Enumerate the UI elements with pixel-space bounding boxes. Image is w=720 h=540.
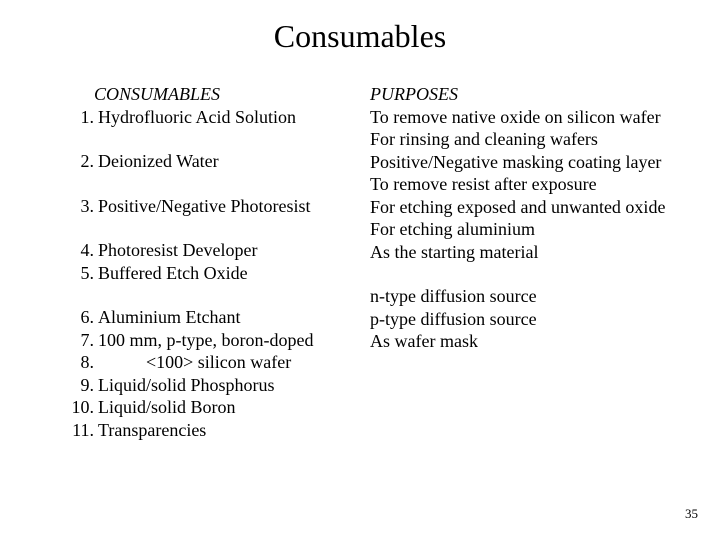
consumable-name: Transparencies — [98, 419, 370, 442]
purpose-text: To remove resist after exposure — [370, 173, 690, 196]
list-item: 7. 100 mm, p-type, boron-doped — [70, 329, 370, 352]
purpose-text — [370, 263, 690, 285]
consumable-name: Liquid/solid Phosphorus — [98, 374, 370, 397]
item-number: 6. — [70, 306, 98, 329]
item-number: 2. — [70, 150, 98, 173]
purpose-text: To remove native oxide on silicon wafer — [370, 106, 690, 129]
consumable-name: Buffered Etch Oxide — [98, 262, 370, 285]
item-number: 10. — [70, 396, 98, 419]
purpose-text: As wafer mask — [370, 330, 690, 353]
item-number: 8. — [70, 351, 98, 374]
list-item: 8. <100> silicon wafer — [70, 351, 370, 374]
consumable-name: Photoresist Developer — [98, 239, 370, 262]
purpose-text: Positive/Negative masking coating layer — [370, 151, 690, 174]
list-item: 9. Liquid/solid Phosphorus — [70, 374, 370, 397]
item-number: 5. — [70, 262, 98, 285]
item-number: 11. — [70, 419, 98, 442]
consumables-header: CONSUMABLES — [70, 83, 370, 106]
list-item: 4. Photoresist Developer — [70, 239, 370, 262]
purposes-column: PURPOSES To remove native oxide on silic… — [370, 83, 690, 441]
consumable-name: Hydrofluoric Acid Solution — [98, 106, 370, 129]
slide-title: Consumables — [0, 0, 720, 83]
consumable-name: 100 mm, p-type, boron-doped — [98, 329, 370, 352]
page-number: 35 — [685, 506, 698, 522]
list-item: 6. Aluminium Etchant — [70, 306, 370, 329]
list-item: 1. Hydrofluoric Acid Solution — [70, 106, 370, 129]
purpose-text: As the starting material — [370, 241, 690, 264]
purpose-text: For etching aluminium — [370, 218, 690, 241]
content-area: CONSUMABLES 1. Hydrofluoric Acid Solutio… — [0, 83, 720, 441]
item-number: 9. — [70, 374, 98, 397]
consumable-name: Positive/Negative Photoresist — [98, 195, 370, 218]
item-number: 4. — [70, 239, 98, 262]
consumable-name: <100> silicon wafer — [98, 351, 370, 374]
purpose-text: For etching exposed and unwanted oxide — [370, 196, 690, 219]
list-item: 3. Positive/Negative Photoresist — [70, 195, 370, 218]
consumable-name: Deionized Water — [98, 150, 370, 173]
purposes-header: PURPOSES — [370, 83, 690, 106]
item-number: 1. — [70, 106, 98, 129]
list-item: 5. Buffered Etch Oxide — [70, 262, 370, 285]
purpose-text: n-type diffusion source — [370, 285, 690, 308]
list-item: 10. Liquid/solid Boron — [70, 396, 370, 419]
purpose-text: For rinsing and cleaning wafers — [370, 128, 690, 151]
list-item: 11. Transparencies — [70, 419, 370, 442]
consumable-name: Aluminium Etchant — [98, 306, 370, 329]
consumables-column: CONSUMABLES 1. Hydrofluoric Acid Solutio… — [70, 83, 370, 441]
consumable-name: Liquid/solid Boron — [98, 396, 370, 419]
item-number: 3. — [70, 195, 98, 218]
purpose-text: p-type diffusion source — [370, 308, 690, 331]
list-item: 2. Deionized Water — [70, 150, 370, 173]
item-number: 7. — [70, 329, 98, 352]
